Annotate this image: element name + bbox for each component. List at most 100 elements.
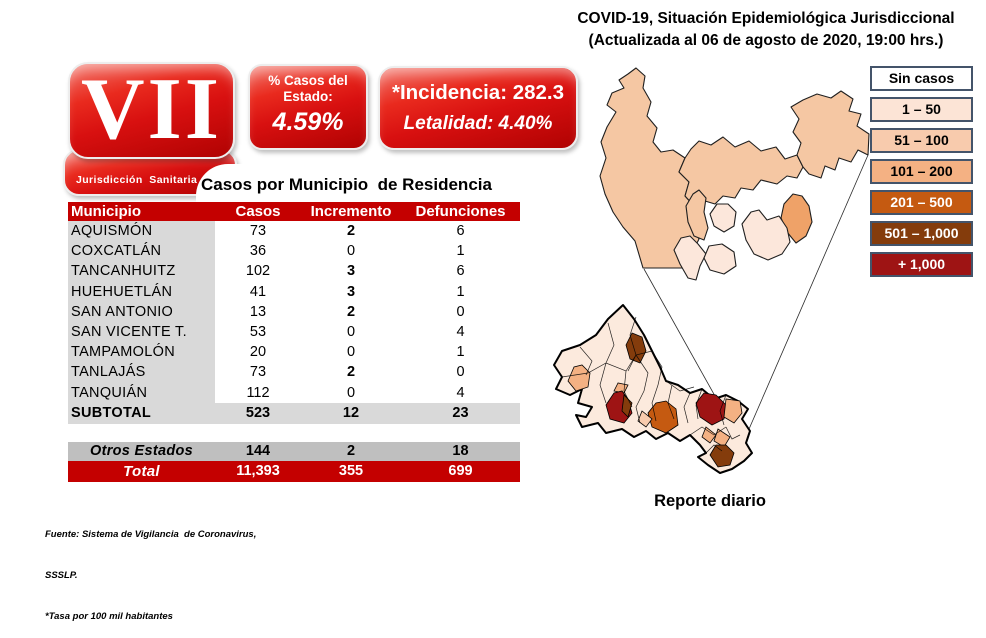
total-incremento: 355 [338,462,364,479]
table-row: TANQUIÁN 112 0 4 [68,382,520,403]
incidence-value: *Incidencia: 282.3 [391,81,565,104]
source-line1: Fuente: Sistema de Vigilancia de Coronav… [45,528,257,540]
total-row: Total 11,393 355 699 [68,460,520,482]
casos-cell: 102 [245,263,271,280]
defunciones-cell: 1 [456,243,465,260]
percent-cases-label: % Casos del Estado: [268,73,348,104]
state-muni-peach-west [567,364,591,392]
state-muni-peach-se1 [701,426,717,444]
municipio-cell: TANLAJÁS [68,362,215,383]
percent-cases-badge: % Casos del Estado: 4.59% [248,64,368,150]
municipality-shape-tancanhuitz [685,189,709,241]
municipio-cell: TANCANHUITZ [68,261,215,282]
report-title: COVID-19, Situación Epidemiológica Juris… [548,8,984,51]
municipio-table: Municipio Casos Incremento Defunciones A… [68,202,520,482]
column-header-casos: Casos [235,203,281,220]
legend-item: 51 – 100 [870,128,973,153]
callout-line-right [745,154,869,437]
incremento-cell: 2 [346,223,356,239]
total-defunciones: 699 [448,462,473,479]
subtotal-label: SUBTOTAL [68,402,215,425]
subtotal-casos: 523 [245,404,271,421]
legend-item: 501 – 1,000 [870,221,973,246]
otros-label: Otros Estados [89,442,193,459]
legend-item: Sin casos [870,66,973,91]
defunciones-cell: 4 [456,323,465,340]
state-map [553,304,753,474]
defunciones-cell: 6 [456,263,465,280]
incremento-cell: 3 [346,283,356,300]
casos-cell: 53 [249,323,267,340]
incremento-cell: 2 [346,364,356,381]
defunciones-cell: 1 [456,283,465,300]
subtotal-incremento: 12 [342,404,360,421]
lethality-value: Letalidad: 4.40% [403,113,553,134]
casos-cell: 73 [249,223,267,239]
column-header-incremento: Incremento [310,203,392,220]
incremento-cell: 0 [346,344,356,361]
table-row: TAMPAMOLÓN 20 0 1 [68,342,520,363]
report-title-line1: COVID-19, Situación Epidemiológica Juris… [577,10,955,27]
state-muni-brown-north [625,332,647,364]
otros-casos: 144 [245,442,271,459]
municipio-cell: AQUISMÓN [68,221,215,242]
otros-incremento: 2 [346,442,356,459]
subtotal-defunciones: 23 [452,404,469,421]
casos-cell: 73 [249,364,267,381]
municipality-shape-huehuetlan [673,235,707,281]
municipio-cell: SAN VICENTE T. [68,321,215,343]
state-muni-peach-mid [637,410,653,428]
municipio-cell: COXCATLÁN [68,241,215,262]
state-muni-brown-se [709,444,735,468]
table-row: AQUISMÓN 73 2 6 [68,221,520,242]
casos-cell: 20 [249,344,267,361]
defunciones-cell: 6 [456,223,465,239]
defunciones-cell: 0 [456,303,465,320]
table-rows: AQUISMÓN 73 2 6 COXCATLÁN 36 0 1 TANCANHUITZ 102 3… [68,221,520,403]
legend-item: 1 – 50 [870,97,973,122]
municipality-shape-tampamolon [741,209,791,261]
total-label: Total [123,462,160,480]
incremento-cell: 0 [346,384,356,401]
casos-cell: 41 [249,283,267,300]
otros-estados-row: Otros Estados 144 2 18 [68,441,520,461]
table-row: SAN ANTONIO 13 2 0 [68,301,520,322]
table-spacer [68,424,520,442]
map-caption: Reporte diario [654,492,766,510]
subtotal-row: SUBTOTAL 523 12 23 [68,402,520,425]
incidence-badge: *Incidencia: 282.3 Letalidad: 4.40% [378,66,578,150]
municipio-cell: HUEHUETLÁN [68,281,215,302]
incremento-cell: 2 [346,303,356,320]
legend-item: 201 – 500 [870,190,973,215]
total-casos: 11,393 [236,462,280,479]
jurisdiction-label: Jurisdicción Sanitaria [76,174,198,186]
legend-item: 101 – 200 [870,159,973,184]
title-notch-shape [196,164,546,206]
table-row: SAN VICENTE T. 53 0 4 [68,321,520,343]
municipality-shape-coxcatlan [703,243,737,275]
state-muni-brown-sliver [621,394,633,418]
state-muni-peach-east [723,398,743,424]
casos-cell: 112 [246,384,270,401]
otros-defunciones: 18 [452,442,469,459]
casos-cell: 36 [249,243,267,260]
table-title: Casos por Municipio de Residencia [201,175,492,194]
state-muni-red-valles [695,392,727,426]
municipio-cell: TANQUIÁN [68,382,215,403]
maps-svg [553,67,870,474]
municipality-shape-sanantonio [709,203,737,233]
percent-cases-value: 4.59% [272,107,344,136]
state-inner-borders [561,316,741,454]
jurisdiction-badge: VII [68,62,235,159]
defunciones-cell: 4 [456,384,465,401]
incremento-cell: 3 [346,263,356,280]
column-header-municipio: Municipio [71,203,141,220]
municipio-cell: TAMPAMOLÓN [68,342,215,363]
defunciones-cell: 0 [456,364,465,381]
incremento-cell: 0 [346,243,356,260]
defunciones-cell: 1 [456,344,465,361]
table-row: TANCANHUITZ 102 3 6 [68,261,520,282]
incremento-cell: 0 [346,323,356,340]
municipality-shape-tanquian [780,193,813,244]
map-legend: Sin casos 1 – 50 51 – 100 101 – 200 201 – 50… [870,66,973,283]
